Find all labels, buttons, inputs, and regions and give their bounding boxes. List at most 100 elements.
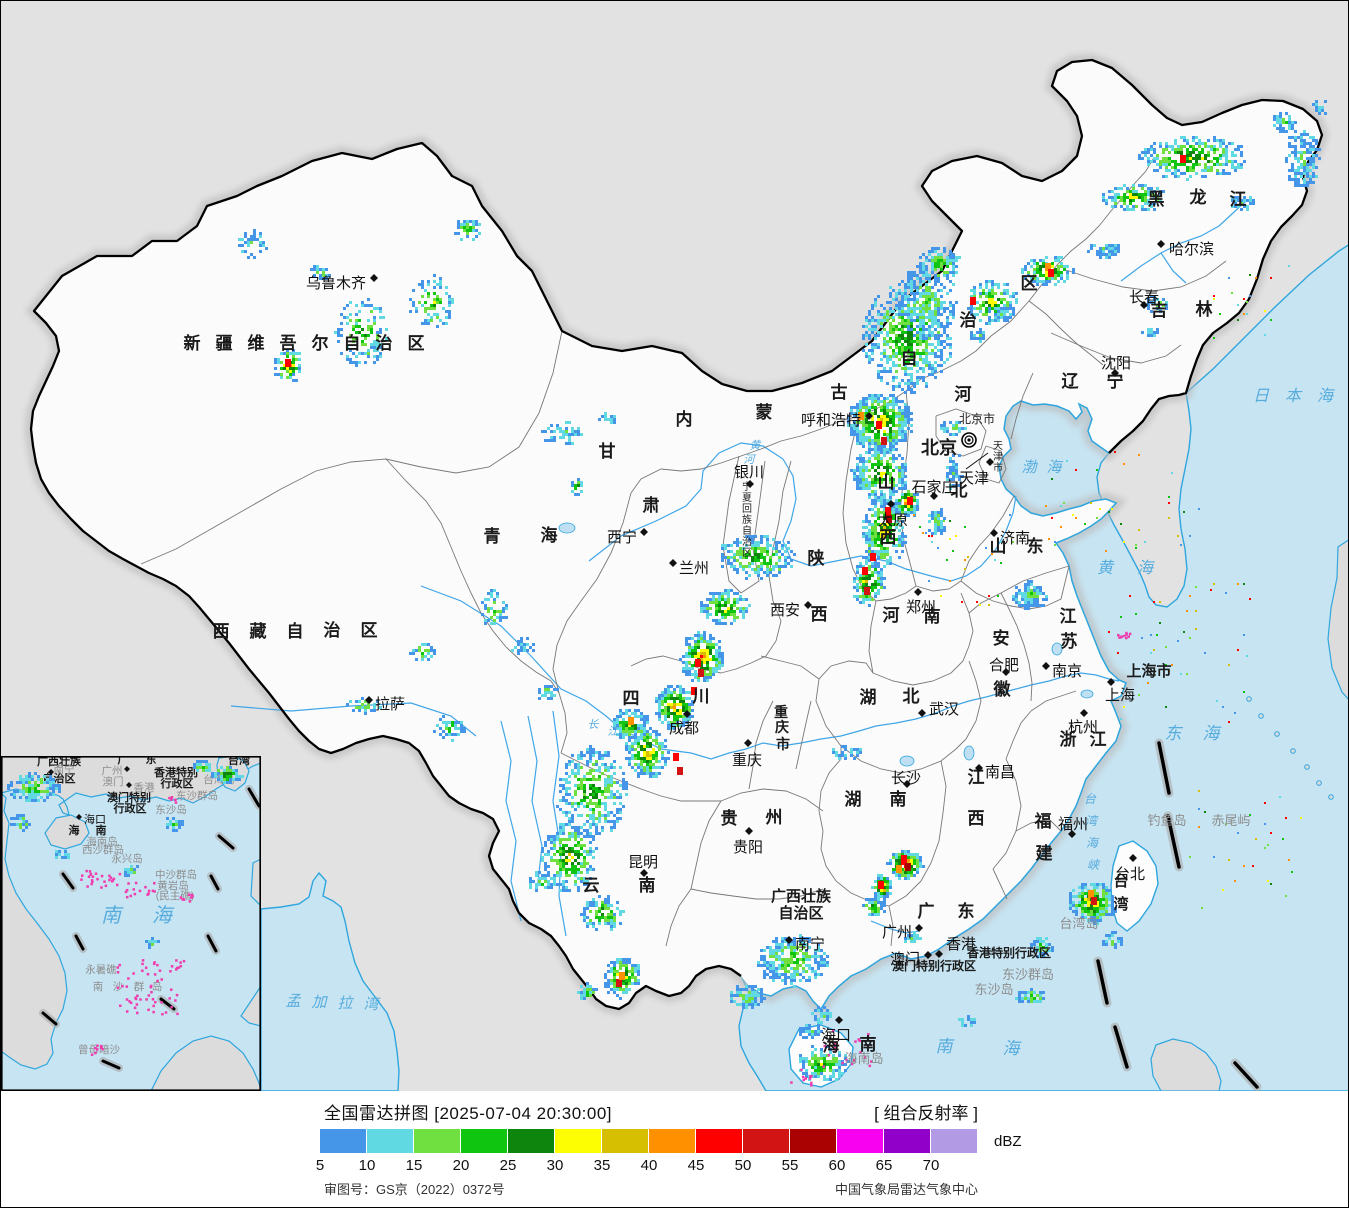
legend-cell-10 — [367, 1129, 413, 1153]
reef-marker — [790, 1081, 793, 1084]
inset-province-label: 行政区 — [113, 801, 147, 815]
province-label: 青 — [484, 526, 501, 546]
reef-marker — [808, 1077, 812, 1080]
province-label: 西 — [968, 809, 985, 828]
province-label: 自 — [344, 333, 361, 353]
province-label: 江 — [968, 768, 985, 787]
inset-province-label: 南 — [96, 823, 107, 837]
sea-label: 湾 — [1085, 814, 1099, 828]
city-marker-diamond — [1157, 240, 1165, 248]
city-label: 南昌 — [985, 764, 1015, 781]
province-label: 市 — [776, 736, 790, 752]
legend-tick: 50 — [734, 1157, 752, 1174]
city-marker-diamond — [924, 951, 932, 959]
province-label: 南 — [924, 606, 941, 626]
province-label: 台 — [1113, 872, 1128, 890]
legend-cell-30 — [555, 1129, 601, 1153]
province-label: 建 — [1036, 843, 1053, 863]
city-label: 长沙 — [891, 770, 921, 787]
province-label: 重 — [774, 704, 788, 720]
legend-tick: 25 — [499, 1157, 517, 1174]
inset-city-label: 海口 — [84, 812, 106, 826]
reef-marker — [868, 1064, 872, 1068]
inset-island-label: 曾母暗沙 — [78, 1043, 120, 1056]
city-label: 拉萨 — [375, 696, 405, 713]
province-label: 四 — [623, 689, 640, 708]
reef-marker — [804, 1077, 808, 1080]
city-marker-diamond — [1111, 369, 1119, 377]
inset-island-label: 澳门 — [103, 775, 124, 788]
city-marker-diamond — [903, 780, 911, 788]
province-label: 广西壮族 — [771, 887, 832, 905]
province-label: 自 — [287, 621, 304, 641]
province-label: 湖 — [845, 790, 862, 809]
legend-cell-65 — [884, 1129, 930, 1153]
city-marker-diamond — [835, 1016, 843, 1024]
product-label: [ 组合反射率 ] — [874, 1104, 978, 1123]
inset-island-label: 东沙群岛 — [176, 789, 218, 802]
city-marker-diamond — [1042, 662, 1050, 670]
province-label: 南 — [860, 1034, 877, 1054]
reef-marker — [833, 1046, 837, 1049]
sea-label: 南 — [936, 1037, 956, 1056]
province-label: 内 — [676, 409, 693, 429]
city-marker-diamond — [76, 814, 82, 820]
legend-tick: 5 — [315, 1157, 325, 1174]
approval-number: 审图号：GS京（2022）0372号 — [324, 1182, 505, 1197]
district-label: 自 — [742, 524, 752, 537]
reef-marker — [850, 1062, 854, 1066]
city-label: 乌鲁木齐 — [306, 275, 366, 292]
reef-marker — [867, 1033, 870, 1036]
reef-marker — [859, 1051, 862, 1054]
reef-marker — [833, 1042, 836, 1045]
city-marker-diamond — [370, 274, 378, 282]
sea-label: 加 — [311, 994, 328, 1011]
province-label: 海 — [823, 1035, 840, 1055]
sea-label: 渤 — [1021, 459, 1038, 476]
radar-echo-layer — [7, 100, 1327, 1087]
reef-marker — [845, 1058, 848, 1062]
legend-panel: 全国雷达拼图 [2025-07-04 20:30:00] [ 组合反射率 ] 5… — [1, 1091, 1348, 1207]
inset-island-label: 海南岛 — [86, 835, 118, 848]
city-marker-diamond — [746, 480, 754, 488]
inset-radar-layer — [7, 760, 244, 1057]
city-label: 海口 — [821, 1027, 851, 1044]
city-marker-diamond — [640, 869, 648, 877]
legend-tick: 20 — [452, 1157, 470, 1174]
inset-province-label: 香港特别 — [153, 765, 198, 779]
province-label: 北 — [951, 481, 968, 500]
city-marker-diamond — [914, 588, 922, 596]
map-labels: 新疆维吾尔自治区西藏自治区青 海甘肃内 蒙古自治区陕西山西河北山 东河南江苏安徽湖 北湖… — [184, 187, 1335, 1066]
province-label: 川 — [692, 687, 710, 706]
province-label: 尔 — [312, 333, 329, 353]
city-label: 呼和浩特 — [801, 412, 861, 429]
inset-province-label: 行政区 — [160, 776, 194, 790]
inset-island-label: 南 — [93, 980, 104, 993]
reef-marker — [854, 1040, 857, 1043]
province-label: 龙 — [1189, 187, 1207, 207]
sea-label: 湾 — [363, 996, 381, 1013]
inset-province-label: 台湾 — [228, 753, 250, 767]
legend-cell-40 — [649, 1129, 695, 1153]
district-label: 天 — [993, 441, 1003, 452]
province-label: 西 — [213, 622, 230, 641]
district-label: 市 — [993, 461, 1003, 474]
province-label: 区 — [1021, 274, 1038, 293]
province-label: 云 — [583, 876, 600, 895]
capital-label: 北京 — [921, 437, 957, 458]
city-label: 重庆 — [732, 752, 762, 769]
city-label: 银川 — [734, 464, 764, 481]
province-label: 新 — [184, 333, 201, 353]
city-label: 南京 — [1052, 663, 1082, 680]
inset-labels: 广西壮族自治区广东台湾海南香港特别行政区澳门特别行政区海口南宁广州澳门香港台湾岛… — [37, 753, 250, 1056]
reef-marker — [823, 1044, 826, 1048]
city-marker-diamond — [785, 936, 793, 944]
legend-tick: 40 — [640, 1157, 658, 1174]
city-marker-diamond — [1107, 678, 1115, 686]
district-label: 津 — [993, 451, 1003, 463]
city-marker-diamond — [365, 696, 373, 704]
province-label: 自 — [901, 348, 918, 368]
legend-cell-35 — [602, 1129, 648, 1153]
sea-label: 东 — [1165, 724, 1184, 743]
